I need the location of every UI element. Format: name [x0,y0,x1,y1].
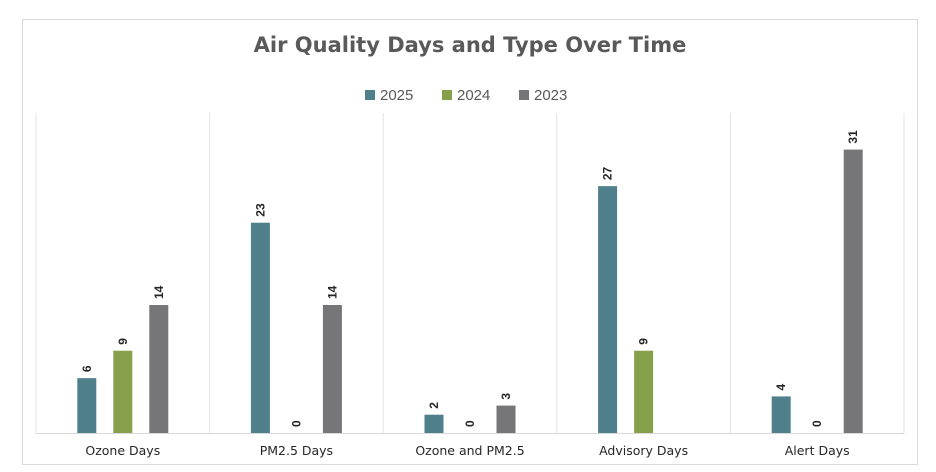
data-label-2025-advisory-days: 27 [601,166,615,180]
data-label-2024-ozone-days: 9 [116,338,130,345]
bar-2025-ozone-days [77,378,97,433]
chart-title: Air Quality Days and Type Over Time [254,33,687,57]
data-label-2025-ozone-days: 6 [80,365,94,372]
category-label: Ozone Days [85,443,160,458]
data-label-2025-pm2-5-days: 23 [253,203,267,217]
data-label-2023-alert-days: 31 [846,130,860,144]
bar-2025-ozone-and-pm2-5 [424,414,444,433]
legend-swatch-2024 [442,90,452,100]
data-label-2025-ozone-and-pm2-5: 2 [427,402,441,409]
bar-2023-ozone-days [149,305,169,433]
category-label: PM2.5 Days [260,443,333,458]
data-label-2023-ozone-days: 14 [152,285,166,299]
legend: 2025 2024 2023 [365,87,567,104]
legend-label-2024: 2024 [457,87,490,104]
bars [77,149,863,434]
bar-2023-ozone-and-pm2-5 [496,405,516,433]
data-label-2025-alert-days: 4 [774,383,788,390]
bar-2024-ozone-days [113,350,133,433]
data-label-2024-advisory-days: 9 [637,338,651,345]
bar-2024-advisory-days [634,350,654,433]
bar-2025-advisory-days [598,186,618,433]
category-label: Ozone and PM2.5 [415,443,524,458]
chart-frame [22,19,918,465]
legend-label-2025: 2025 [380,87,413,104]
legend-swatch-2025 [365,90,375,100]
legend-swatch-2023 [519,90,529,100]
bar-2025-pm2-5-days [250,222,270,433]
category-labels: Ozone Days PM2.5 Days Ozone and PM2.5 Advis… [85,443,849,458]
bar-2023-pm2-5-days [322,305,342,433]
data-label-2024-ozone-and-pm2-5: 0 [463,420,477,427]
data-label-2023-pm2-5-days: 14 [325,285,339,299]
category-label: Alert Days [785,443,850,458]
bar-2023-alert-days [843,149,863,434]
data-label-2024-pm2-5-days: 0 [289,420,303,427]
legend-label-2023: 2023 [534,87,567,104]
data-labels: 6 9 14 23 0 14 2 0 3 27 9 4 0 31 [80,130,860,427]
category-label: Advisory Days [599,443,688,458]
category-gridlines [35,113,905,434]
data-label-2023-ozone-and-pm2-5: 3 [499,393,513,400]
bar-2025-alert-days [771,396,791,433]
data-label-2024-alert-days: 0 [810,420,824,427]
